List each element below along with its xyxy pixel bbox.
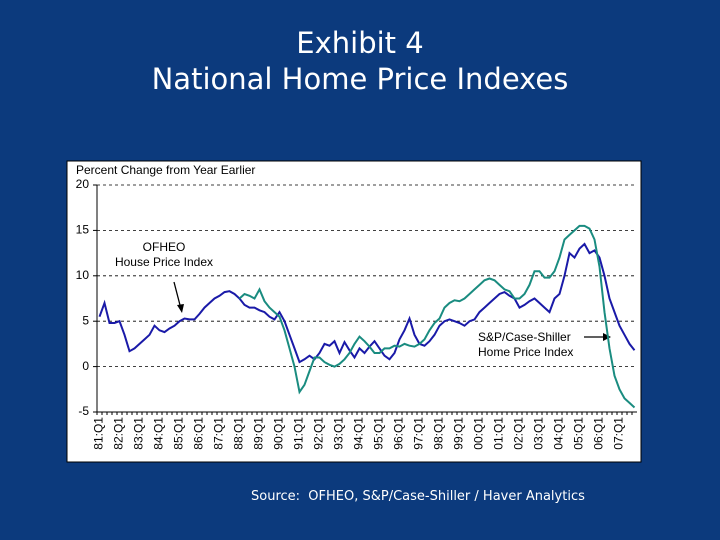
series-line (98, 242, 636, 364)
x-tick-label: 90:Q1 (272, 417, 286, 450)
chart-frame (66, 160, 642, 463)
y-tick-label: 15 (76, 223, 90, 237)
x-tick-label: 84:Q1 (152, 417, 166, 450)
x-tick-label: 98:Q1 (432, 417, 446, 450)
annotation: House Price Index (115, 255, 213, 269)
x-tick-label: 03:Q1 (532, 417, 546, 450)
x-tick-label: 92:Q1 (312, 417, 326, 450)
x-tick-label: 89:Q1 (252, 417, 266, 450)
x-tick-label: 96:Q1 (392, 417, 406, 450)
x-tick-label: 07:Q1 (612, 417, 626, 450)
source-note: Source: OFHEO, S&P/Case-Shiller / Haver … (251, 489, 585, 504)
x-tick-label: 02:Q1 (512, 417, 526, 450)
x-tick-label: 83:Q1 (132, 417, 146, 450)
x-tick-label: 87:Q1 (212, 417, 226, 450)
x-tick-label: 99:Q1 (452, 417, 466, 450)
y-tick-label: 5 (82, 313, 89, 327)
y-axis-label: Percent Change from Year Earlier (76, 163, 255, 177)
y-tick-label: 0 (82, 359, 89, 373)
x-tick-label: 88:Q1 (232, 417, 246, 450)
x-tick-label: 81:Q1 (92, 417, 106, 450)
y-tick-label: 20 (76, 177, 90, 191)
x-tick-label: 85:Q1 (172, 417, 186, 450)
x-tick-label: 06:Q1 (592, 417, 606, 450)
slide-title: Exhibit 4 (296, 26, 424, 60)
annotation-arrow (173, 281, 182, 310)
series-line (238, 224, 636, 409)
y-tick-label: -5 (78, 404, 89, 418)
annotation: Home Price Index (478, 345, 573, 359)
x-tick-label: 94:Q1 (352, 417, 366, 450)
x-tick-label: 97:Q1 (412, 417, 426, 450)
x-tick-label: 04:Q1 (552, 417, 566, 450)
x-tick-label: 93:Q1 (332, 417, 346, 450)
x-tick-label: 86:Q1 (192, 417, 206, 450)
x-tick-label: 91:Q1 (292, 417, 306, 450)
x-tick-label: 00:Q1 (472, 417, 486, 450)
annotation: S&P/Case-Shiller (478, 330, 571, 344)
annotation: OFHEO (143, 240, 186, 254)
x-tick-label: 95:Q1 (372, 417, 386, 450)
y-tick-label: 10 (76, 268, 90, 282)
x-tick-label: 82:Q1 (112, 417, 126, 450)
arrow-head (177, 304, 184, 313)
slide-subtitle: National Home Price Indexes (151, 62, 569, 96)
x-tick-label: 05:Q1 (572, 417, 586, 450)
x-tick-label: 01:Q1 (492, 417, 506, 450)
